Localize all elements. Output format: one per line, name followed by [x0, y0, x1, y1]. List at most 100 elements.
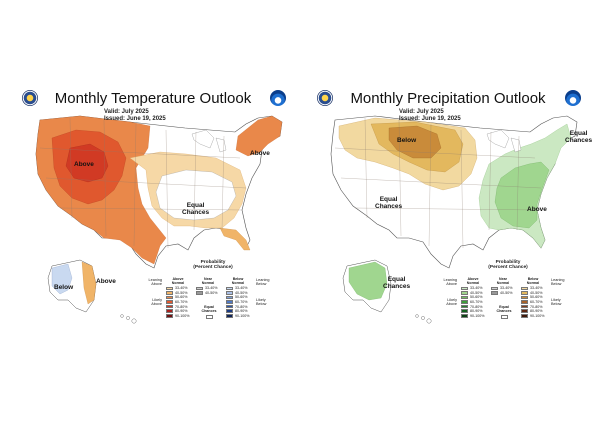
precipitation-legend: Probability (Percent Chance) Leaning Abo… — [433, 260, 583, 324]
swatch — [196, 291, 203, 295]
range: 60-70% — [175, 300, 188, 305]
legend-likely-above: Likely Above — [151, 298, 162, 307]
legend-likely-above: Likely Above — [446, 298, 457, 307]
swatch — [461, 291, 468, 295]
swatch — [226, 286, 233, 291]
legend-col-above-head: Above Normal — [466, 277, 480, 285]
temperature-valid: Valid: July 2025 — [104, 109, 149, 115]
label-below-alaska: Below — [54, 284, 74, 291]
label-equal-west: Equal Chances — [375, 196, 403, 210]
swatch — [521, 304, 528, 309]
range: 33-40% — [500, 286, 513, 291]
swatch — [226, 309, 233, 314]
range: 33-40% — [175, 286, 188, 291]
label-equal-alaska: Equal Chances — [383, 276, 411, 290]
swatch — [461, 304, 468, 309]
doc-seal-icon — [317, 90, 333, 106]
range: 40-50% — [530, 290, 543, 295]
range: 70-80% — [530, 304, 543, 309]
hawaii — [120, 314, 137, 324]
range: 40-50% — [205, 290, 218, 295]
range: 50-60% — [470, 295, 483, 300]
range: 50-60% — [175, 295, 188, 300]
legend-leaning-above: Leaning Above — [443, 278, 457, 287]
legend-col-above: Above Normal 33-40% 40-50% 50-60% 60-70%… — [461, 277, 485, 318]
legend-col-below: Below Normal 33-40% 40-50% 50-60% 60-70%… — [521, 277, 545, 318]
precipitation-outlook-panel: Monthly Precipitation Outlook Valid: Jul… — [305, 78, 593, 328]
swatch — [226, 291, 233, 295]
swatch — [166, 295, 173, 300]
swatch — [521, 309, 528, 314]
legend-col-below-head: Below Normal — [231, 277, 245, 285]
legend-leaning-below: Leaning Below — [256, 278, 270, 287]
legend-equal-label: Equal Chances — [201, 305, 217, 313]
swatch — [461, 286, 468, 291]
range: 60-70% — [470, 300, 483, 305]
legend-likely-below: Likely Below — [256, 298, 267, 307]
swatch — [166, 304, 173, 309]
range: 33-40% — [530, 286, 543, 291]
temperature-issued: Issued: June 19, 2025 — [104, 116, 166, 122]
above-40-northeast — [235, 115, 283, 157]
legend-col-above: Above Normal 33-40% 40-50% 50-60% 60-70%… — [166, 277, 190, 318]
swatch — [521, 286, 528, 291]
legend-col-near-head: Near Normal — [201, 277, 215, 285]
range: 90-100% — [175, 313, 190, 318]
legend-equal-chances: Equal Chances — [489, 305, 519, 319]
legend-col-above-head: Above Normal — [171, 277, 185, 285]
temperature-outlook-panel: Monthly Temperature Outlook Valid: July … — [10, 78, 296, 328]
legend-col-near: Near Normal 33-40% 40-50% — [491, 277, 515, 295]
range: 80-90% — [530, 309, 543, 314]
swatch — [521, 314, 528, 318]
range: 33-40% — [235, 286, 248, 291]
above-70-core — [65, 143, 109, 183]
label-equal-east: Equal Chances — [565, 130, 593, 144]
range: 70-80% — [470, 304, 483, 309]
range: 40-50% — [175, 290, 188, 295]
legend-likely-below: Likely Below — [551, 298, 562, 307]
precipitation-issued: Issued: June 19, 2025 — [399, 116, 461, 122]
range: 60-70% — [530, 300, 543, 305]
legend-col-below: Below Normal 33-40% 40-50% 50-60% 60-70%… — [226, 277, 250, 318]
swatch — [166, 291, 173, 295]
range: 33-40% — [205, 286, 218, 291]
above-40-east — [494, 161, 550, 229]
state-lines — [334, 117, 542, 249]
below-50-core — [388, 125, 442, 159]
range: 60-70% — [235, 300, 248, 305]
range: 80-90% — [175, 309, 188, 314]
legend-col-below-head: Below Normal — [526, 277, 540, 285]
precipitation-title: Monthly Precipitation Outlook — [350, 90, 546, 107]
swatch — [491, 286, 498, 291]
swatch — [461, 295, 468, 300]
great-lakes — [486, 129, 522, 153]
label-equal-chances: Equal Chances — [182, 202, 210, 216]
range: 90-100% — [530, 313, 545, 318]
swatch — [521, 295, 528, 300]
above-33-alaska — [81, 261, 97, 305]
temperature-legend: Probability (Percent Chance) Leaning Abo… — [138, 260, 288, 324]
swatch — [166, 286, 173, 291]
range: 70-80% — [235, 304, 248, 309]
temperature-map — [35, 115, 283, 324]
swatch — [166, 300, 173, 304]
above-33-alaska — [348, 261, 388, 301]
range: 50-60% — [235, 295, 248, 300]
swatch — [521, 291, 528, 295]
swatch — [166, 309, 173, 314]
range: 70-80% — [175, 304, 188, 309]
swatch — [196, 286, 203, 291]
range: 50-60% — [530, 295, 543, 300]
label-above-alaska: Above — [96, 278, 116, 285]
label-above-west: Above — [74, 161, 94, 168]
range: 40-50% — [235, 290, 248, 295]
range: 40-50% — [500, 290, 513, 295]
doc-seal-icon — [22, 90, 38, 106]
range: 80-90% — [235, 309, 248, 314]
legend-equal-label: Equal Chances — [496, 305, 512, 313]
label-above-east: Above — [527, 206, 547, 213]
legend-title: Probability (Percent Chance) — [488, 260, 528, 270]
swatch — [500, 315, 508, 319]
temperature-title: Monthly Temperature Outlook — [54, 90, 252, 107]
noaa-logo-icon — [565, 90, 581, 106]
